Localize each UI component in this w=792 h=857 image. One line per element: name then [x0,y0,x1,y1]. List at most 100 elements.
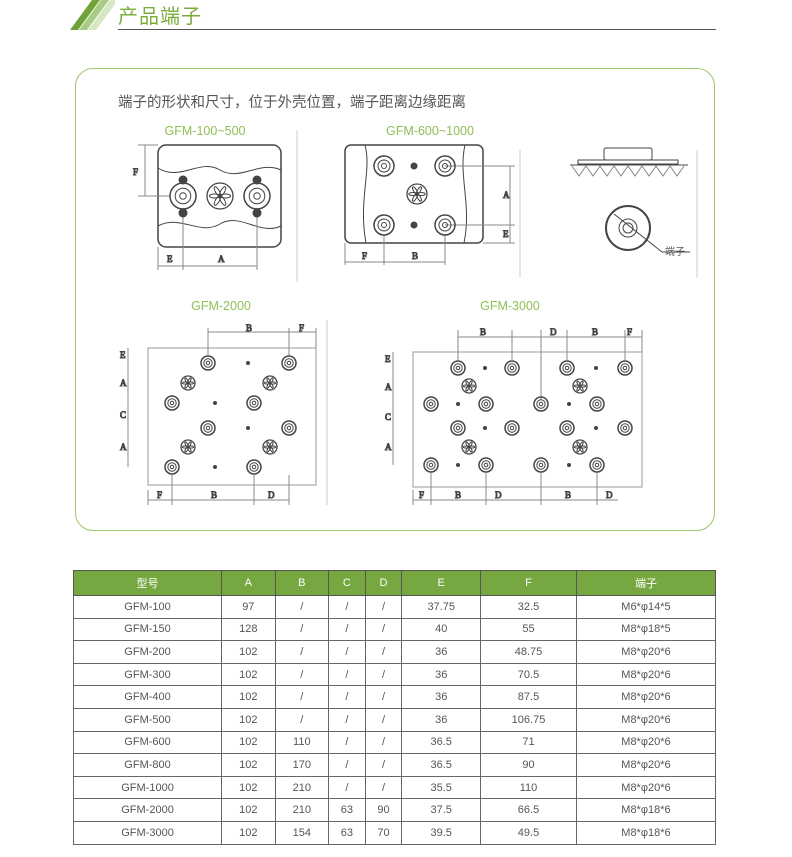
dim-label: C [385,412,391,422]
diagram-title-gfm-2000: GFM-2000 [191,299,251,313]
table-cell: / [274,685,330,709]
terminal-post-icon [246,459,262,475]
terminal-post-icon [589,457,605,473]
table-cell: 39.5 [401,820,482,845]
dim-label: A [385,382,392,392]
dim-label: B [592,327,598,337]
table-cell: GFM-800 [72,753,223,777]
table-cell: 102 [221,730,276,755]
column-header: B [274,570,330,596]
column-header: 型号 [72,570,223,596]
table-cell: M8*φ20*6 [575,753,717,777]
table-cell: / [364,617,403,642]
dim-label: E [167,254,173,264]
dim-label: B [246,323,252,333]
column-header: E [401,570,482,596]
table-row: GFM-600 102 110//36.5 71 M8*φ20*6 [72,730,717,755]
screw-icon [410,221,418,229]
table-cell: M8*φ20*6 [575,662,717,687]
table-cell: 210 [274,775,330,800]
intro-text: 端子的形状和尺寸，位于外壳位置，端子距离边缘距离 [118,95,466,111]
table-cell: / [274,662,330,687]
table-cell: 102 [221,753,276,777]
terminal-post-icon [617,360,633,376]
dim-label: F [362,251,367,261]
dim-label: B [565,490,571,500]
vent-valve-icon [406,183,428,205]
table-cell: GFM-500 [72,707,223,732]
screw-icon [213,465,217,469]
table-row: GFM-200 102///36 48.75 M8*φ20*6 [72,640,717,664]
terminal-post-icon [281,355,297,371]
table-cell: 40 [401,617,482,642]
table-cell: M8*φ20*6 [575,730,717,755]
terminal-post-icon [169,182,197,210]
table-cell: 102 [221,707,276,732]
table-cell: M8*φ18*6 [575,820,717,845]
table-cell: / [364,753,403,777]
table-cell: GFM-200 [72,640,223,664]
table-cell: / [328,753,366,777]
dim-label: D [606,490,613,500]
terminal-post-icon [533,396,549,412]
screw-icon [567,463,571,467]
terminal-post-icon [373,155,395,177]
column-header: F [480,570,577,596]
table-cell: 36 [401,640,482,664]
dim-label: E [120,350,126,360]
drawing-gfm-2000: B F E A C A F B D [120,323,317,505]
terminal-post-icon [504,420,520,436]
terminal-post-icon [617,420,633,436]
vent-valve-icon [572,378,588,394]
table-cell: M6*φ14*5 [575,595,717,619]
dim-label: D [495,490,502,500]
screw-icon [213,401,217,405]
terminal-post-icon [423,457,439,473]
table-cell: M8*φ18*6 [575,798,717,822]
dim-label: B [412,251,418,261]
terminal-post-icon [589,396,605,412]
terminal-drawings: F E A A E F B B F E A C [120,130,698,505]
table-cell: 48.75 [480,640,577,664]
table-cell: 90 [480,753,577,777]
table-cell: / [328,730,366,755]
terminal-diagram-panel [75,68,715,531]
table-cell: / [364,640,403,664]
column-header: 端子 [575,570,717,596]
diagram-title-gfm-600-1000: GFM-600~1000 [386,124,474,138]
dim-label: A [120,378,127,388]
table-cell: / [328,775,366,800]
table-cell: 70 [364,820,403,845]
terminal-spec-table: 型号 A B C D E F 端子 GFM-100 97///37.75 32.5 M6*φ14*5… [72,570,717,845]
terminal-post-icon [533,457,549,473]
table-cell: 49.5 [480,820,577,845]
vent-valve-icon [461,439,477,455]
vent-valve-icon [572,439,588,455]
screw-icon [246,361,250,365]
table-cell: 106.75 [480,707,577,732]
vent-valve-icon [262,375,278,391]
terminal-post-icon [243,182,271,210]
table-cell: GFM-100 [72,595,223,619]
dim-label: A [218,254,225,264]
table-cell: 63 [328,820,366,845]
table-cell: 90 [364,798,403,822]
table-cell: / [328,617,366,642]
table-cell: 102 [221,820,276,845]
table-cell: / [364,595,403,619]
table-cell: M8*φ20*6 [575,775,717,800]
table-cell: 170 [274,753,330,777]
drawing-gfm-3000: B D B F E A C A F B D B D [385,327,643,505]
terminal-post-icon [450,360,466,376]
table-cell: 97 [221,595,276,619]
screw-icon [483,366,487,370]
table-cell: GFM-150 [72,617,223,642]
vent-valve-icon [206,182,234,210]
drawing-gfm-100-500: F E A [133,144,282,270]
screw-icon [178,208,188,218]
table-cell: / [364,662,403,687]
column-header: D [364,570,403,596]
drawing-gfm-600-1000: A E F B [344,144,515,265]
dim-label: B [480,327,486,337]
terminal-post-icon [281,420,297,436]
